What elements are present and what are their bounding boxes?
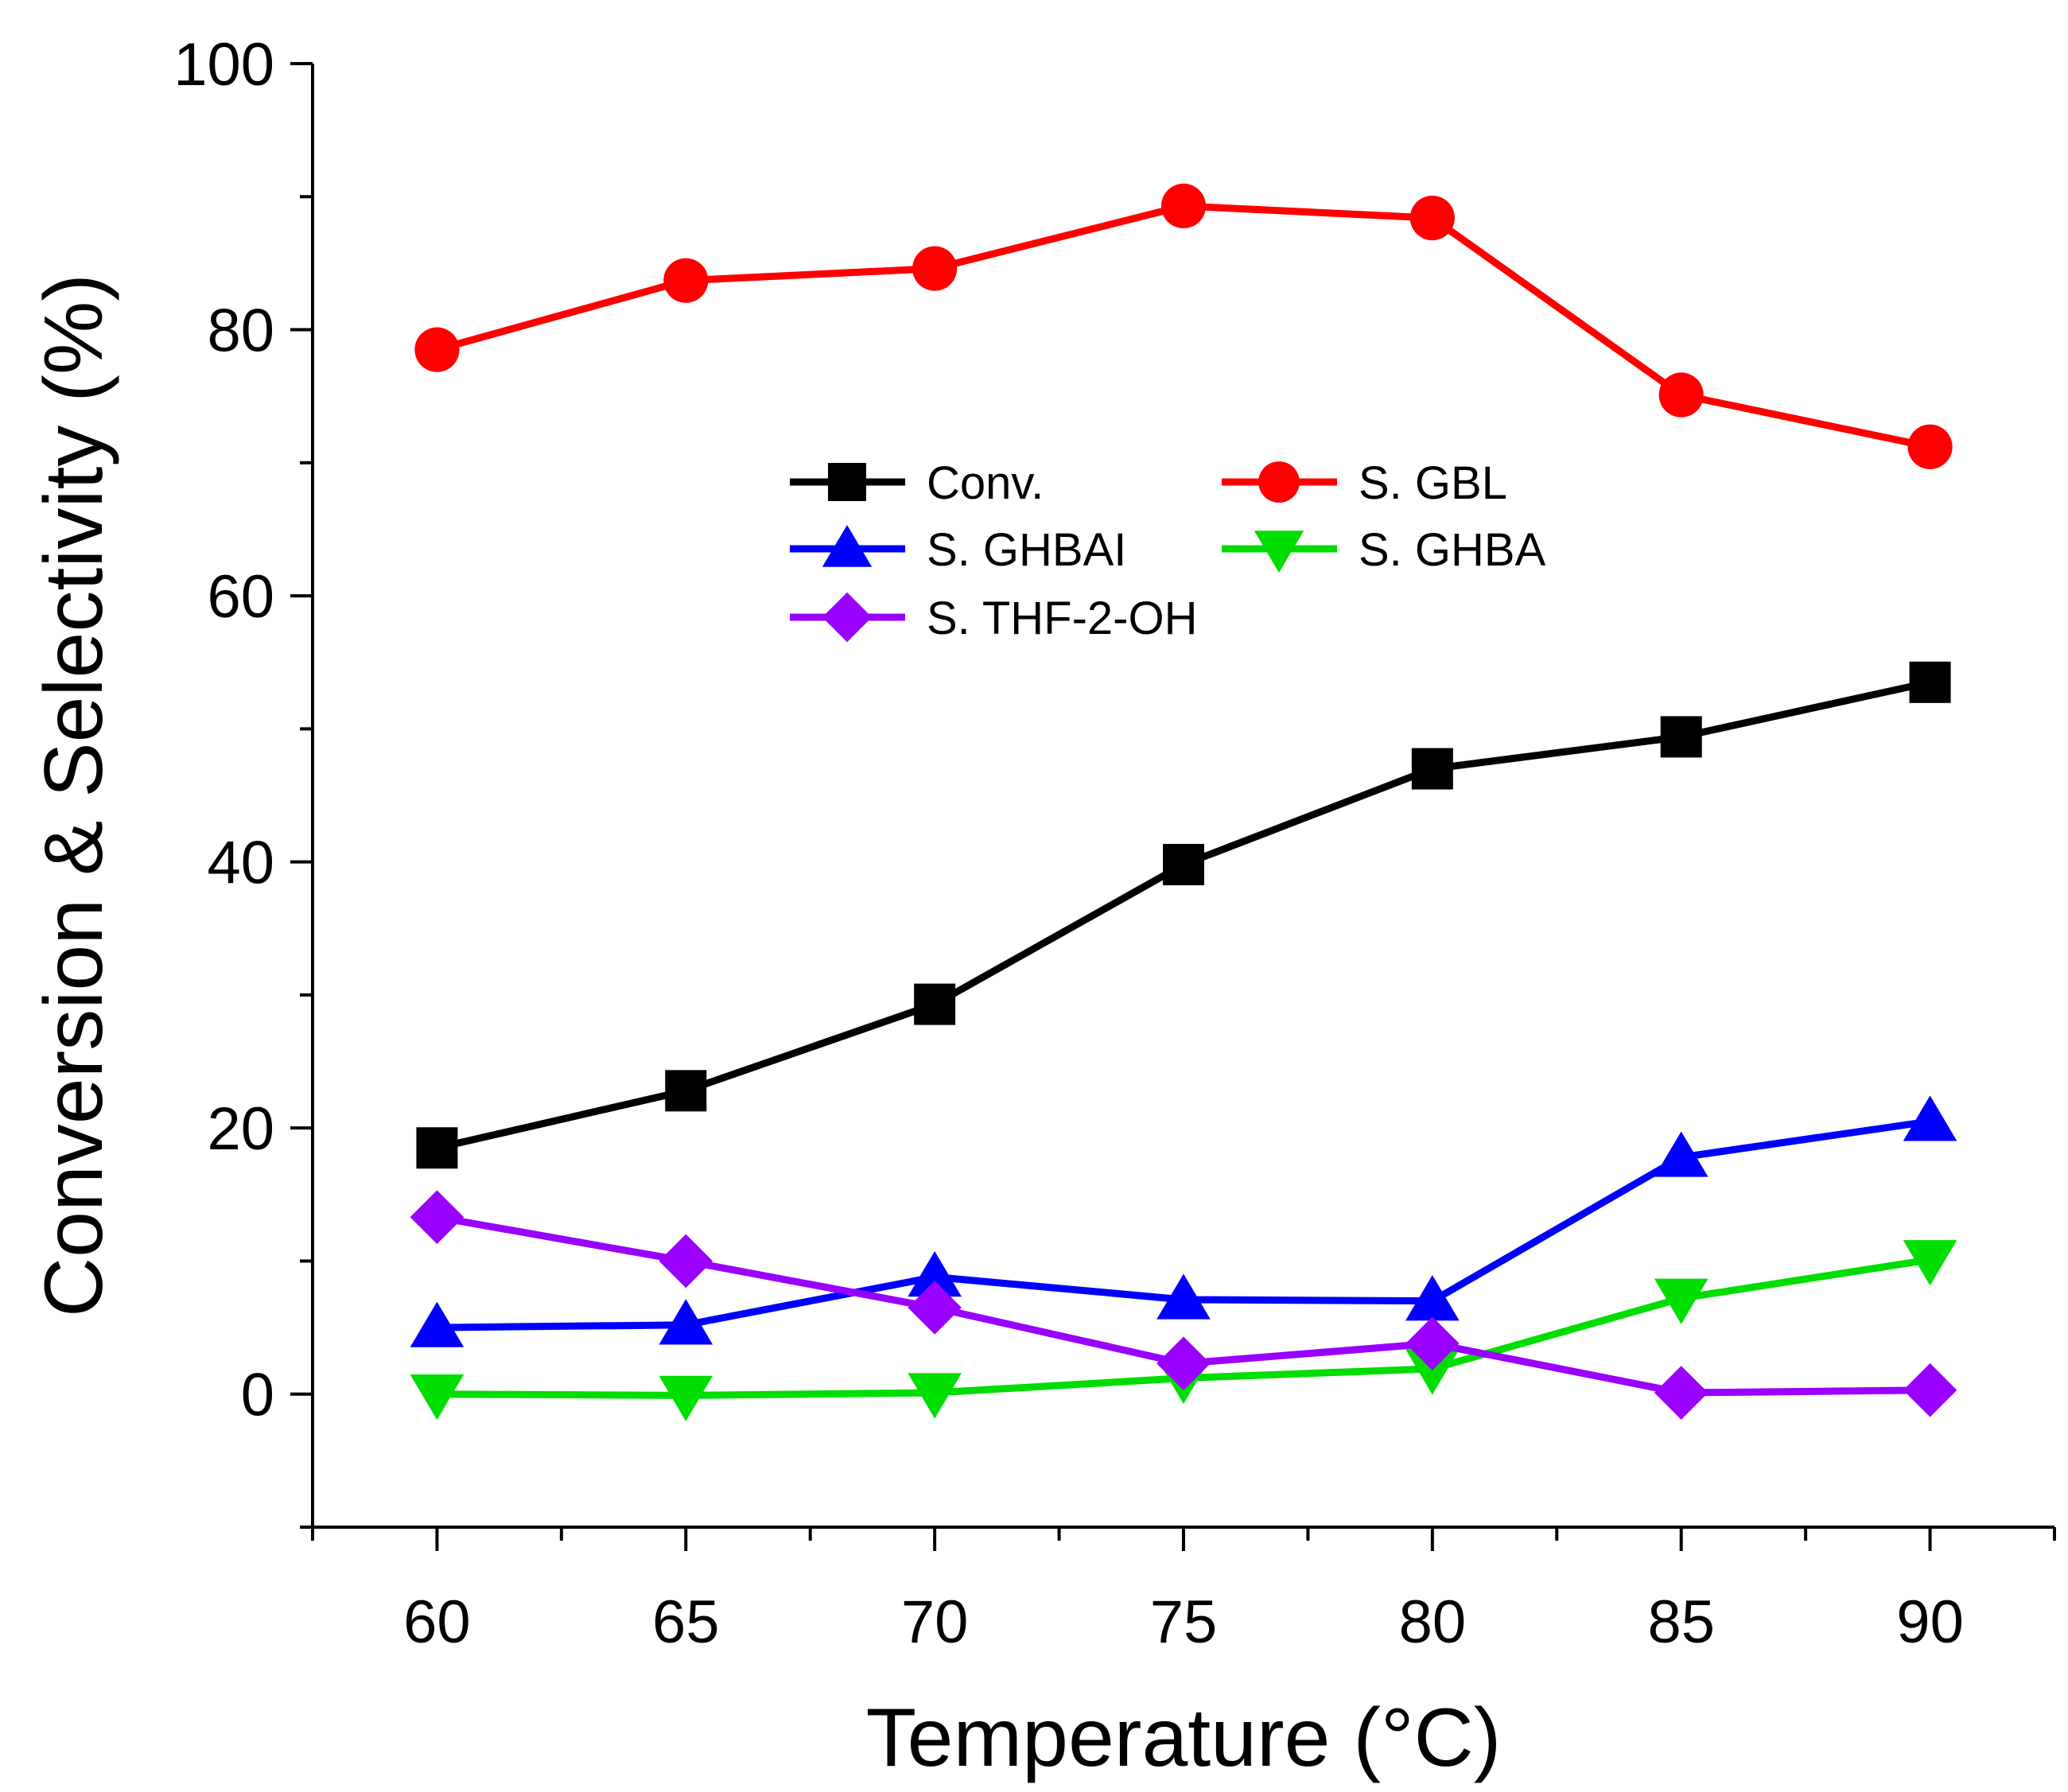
data-point [912,246,958,291]
data-point [1907,424,1953,469]
series-conv- [416,661,1951,1169]
series-layer [410,183,1957,1421]
data-point [416,1127,458,1169]
data-point [1409,195,1455,241]
data-point [1411,748,1453,790]
legend-label: S. THF-2-OH [927,593,1198,644]
data-point [410,1301,465,1347]
x-tick-label: 70 [901,1588,969,1656]
legend-marker [1254,531,1304,573]
data-point [414,327,460,372]
legend-marker [828,463,866,501]
legend-item: S. GHBA [1222,524,1546,576]
legend-label: S. GHBA [1359,524,1546,576]
legend-label: S. GBL [1359,457,1507,509]
data-point [1156,1273,1211,1320]
data-point [410,1374,465,1421]
data-point [1405,1275,1460,1321]
series-s-thf-2-oh [410,1190,1957,1420]
series-s-ghbai [410,1095,1957,1347]
x-tick-label: 65 [652,1588,720,1656]
data-point [908,1251,962,1297]
legend-marker [822,592,873,643]
axes: 0 20 40 60 80 100 60 65 70 75 80 85 90 [173,31,2056,1656]
y-tick-label: 20 [207,1095,274,1163]
data-point [1903,1095,1957,1141]
x-tick-label: 90 [1896,1588,1964,1656]
legend-marker [1258,461,1300,503]
data-point [908,1281,962,1335]
data-point [908,1373,962,1419]
y-tick-label: 40 [207,830,274,897]
legend-item: Conv. [790,457,1044,509]
x-tick-label: 80 [1399,1588,1467,1656]
data-point [1654,1278,1708,1324]
data-point [659,1375,713,1421]
data-point [1163,843,1204,885]
legend-label: S. GHBAI [927,524,1126,576]
legend-item: S. GBL [1222,457,1507,509]
data-point [665,1070,707,1112]
data-point [659,1234,713,1289]
y-tick-label: 0 [241,1362,274,1429]
data-point [1160,183,1207,229]
legend-item: S. THF-2-OH [790,592,1198,644]
data-point [663,258,709,303]
data-point [1909,661,1951,703]
data-point [914,983,956,1025]
x-tick-label: 60 [403,1588,471,1656]
data-point [1654,1366,1708,1420]
x-tick-label: 85 [1647,1588,1715,1656]
x-tick-label: 75 [1150,1588,1218,1656]
data-point [410,1190,465,1245]
y-tick-label: 100 [173,31,274,99]
legend: Conv. S. GBL S. GHBAI S. GHBA S. THF-2-OH [790,457,1546,644]
y-tick-label: 80 [207,297,274,365]
data-point [1903,1240,1957,1286]
legend-label: Conv. [927,457,1044,509]
series-line [436,678,1931,1152]
y-axis-title: Conversion & Selectivity (%) [28,274,120,1317]
data-point [1658,372,1704,418]
y-tick-label: 60 [207,563,274,631]
data-point [1405,1349,1460,1395]
data-point [1903,1362,1957,1417]
x-axis-title: Temperature (°C) [866,1692,1502,1784]
data-point [1654,1131,1708,1177]
data-point [659,1299,713,1345]
data-point [1660,716,1702,758]
data-point [1405,1316,1460,1370]
series-s-gbl [414,183,1953,469]
data-point [1156,1336,1211,1391]
legend-item: S. GHBAI [790,524,1126,576]
legend-marker [822,525,873,567]
series-line [436,202,1931,451]
